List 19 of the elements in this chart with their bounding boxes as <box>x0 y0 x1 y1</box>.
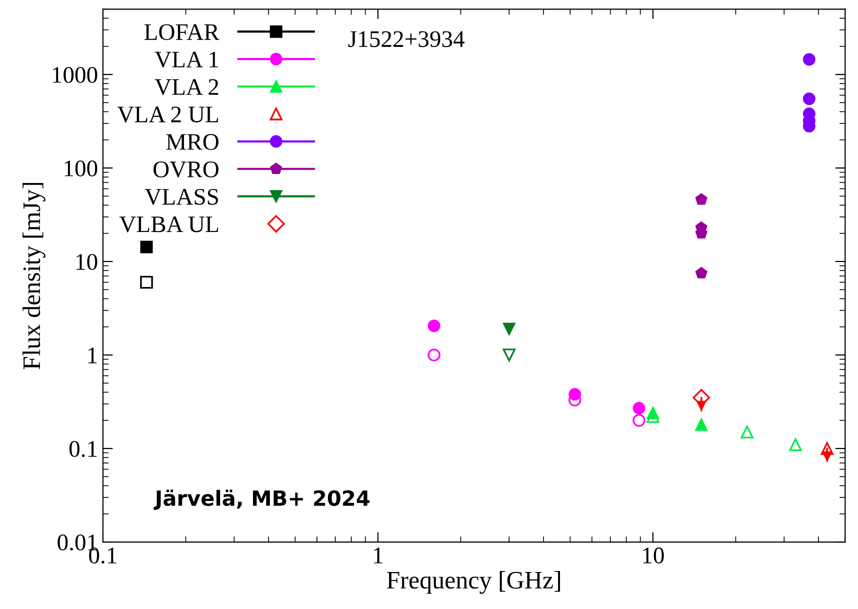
annotation: Järvelä, MB+ 2024 <box>154 490 370 510</box>
legend-label: VLBA UL <box>119 216 218 232</box>
y-tick-label: 10 <box>76 254 98 270</box>
legend-label: VLASS <box>144 188 218 205</box>
legend-label: MRO <box>166 134 218 150</box>
y-tick-label: 100 <box>64 160 98 176</box>
legend-label: VLA 2 UL <box>117 106 218 123</box>
text: J1522+3934 <box>348 31 464 48</box>
y-tick-label: 0.1 <box>69 440 97 458</box>
y-tick-label: 1000 <box>52 66 98 83</box>
legend-label: LOFAR <box>144 24 220 40</box>
x-tick-label: 10 <box>643 548 664 564</box>
legend-label: OVRO <box>154 161 218 178</box>
x-tick-label: 1 <box>374 548 382 564</box>
legend-label: VLA 2 <box>154 79 218 96</box>
x-axis-title: Frequency [GHz] <box>386 571 560 594</box>
y-tick-label: 1 <box>88 348 97 364</box>
legend-label: VLA 1 <box>154 52 218 68</box>
y-axis-title: Flux density [mJy] <box>22 182 46 370</box>
